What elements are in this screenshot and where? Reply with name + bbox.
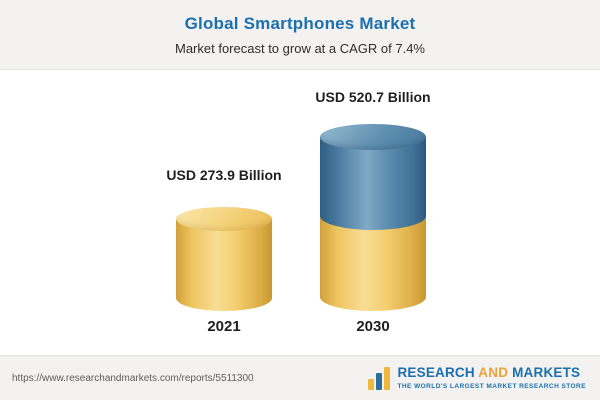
- logo-word-research: RESEARCH: [397, 365, 475, 381]
- value-label-2021: USD 273.9 Billion: [166, 167, 282, 183]
- footer: https://www.researchandmarkets.com/repor…: [0, 355, 600, 400]
- logo-word-markets: MARKETS: [512, 365, 581, 381]
- x-axis-label-2030: 2030: [356, 318, 390, 335]
- page-title: Global Smartphones Market: [184, 14, 416, 33]
- value-label-2030: USD 520.7 Billion: [315, 89, 431, 105]
- logo-name: RESEARCH AND MARKETS: [397, 365, 586, 381]
- chart-area: USD 273.9 Billion USD 520.7 Billion 2021…: [0, 71, 600, 355]
- research-and-markets-logo: RESEARCH AND MARKETS THE WORLD'S LARGEST…: [368, 365, 586, 390]
- logo-word-and: AND: [478, 365, 509, 381]
- logo-tagline: THE WORLD'S LARGEST MARKET RESEARCH STOR…: [397, 382, 586, 390]
- logo-text: RESEARCH AND MARKETS THE WORLD'S LARGEST…: [397, 365, 586, 390]
- x-axis-label-2021: 2021: [207, 318, 241, 335]
- header: Global Smartphones Market Market forecas…: [0, 0, 600, 70]
- bar-2030-cylinder-base: [320, 216, 426, 311]
- bar-2030-cylinder-cap: [320, 124, 426, 150]
- page-subtitle: Market forecast to grow at a CAGR of 7.4…: [175, 41, 425, 56]
- bar-2021-cylinder-cap: [176, 207, 272, 231]
- report-url-link[interactable]: https://www.researchandmarkets.com/repor…: [12, 372, 254, 384]
- bar-2021-cylinder: [176, 219, 272, 311]
- logo-bars-icon: [368, 366, 391, 390]
- bar-2030-cylinder-increment: [320, 137, 426, 230]
